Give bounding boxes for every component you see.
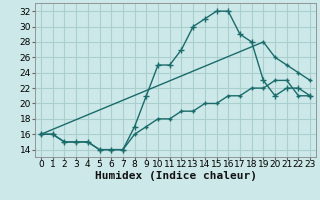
X-axis label: Humidex (Indice chaleur): Humidex (Indice chaleur)	[95, 170, 257, 181]
